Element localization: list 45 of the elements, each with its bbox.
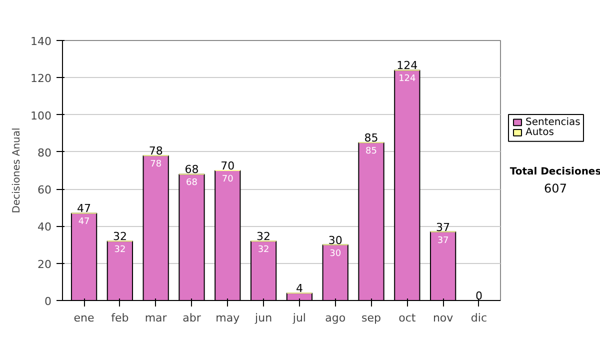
data-label: 124	[398, 74, 416, 84]
y-tick-label: 40	[38, 220, 52, 234]
total-label: 37	[436, 220, 450, 234]
y-tick-label: 80	[38, 146, 52, 160]
total-label: 4	[296, 282, 303, 296]
data-label: 85	[366, 146, 377, 157]
total-label: 32	[256, 230, 271, 244]
total-label: 124	[396, 59, 418, 72]
y-tick-label: 120	[30, 72, 52, 86]
x-tick-label: ago	[325, 312, 346, 324]
y-tick-label: 100	[30, 109, 52, 122]
total-label: 85	[364, 132, 378, 145]
y-tick-label: 60	[38, 184, 52, 197]
x-tick-label: oct	[398, 312, 416, 324]
data-label: 70	[222, 174, 234, 184]
data-label: 37	[437, 236, 449, 246]
data-label: 32	[114, 245, 126, 256]
data-label: 47	[78, 217, 90, 228]
y-tick-label: 20	[38, 258, 52, 271]
data-label: 30	[330, 248, 342, 259]
x-tick-label: abr	[182, 312, 202, 324]
text: 607	[544, 181, 567, 196]
x-tick-label: may	[216, 312, 240, 324]
x-tick-label: jun	[254, 312, 272, 324]
total-label: 70	[220, 160, 235, 172]
total-label: 68	[184, 163, 199, 176]
y-axis-title: Decisiones Anual	[12, 128, 23, 214]
y-tick-label: 140	[30, 35, 52, 48]
y-tick-label: 0	[44, 295, 52, 308]
data-label: 68	[186, 178, 198, 188]
total-label: 30	[328, 234, 342, 247]
x-tick-label: ene	[74, 312, 95, 324]
total-label: 47	[77, 202, 92, 216]
legend-label: Sentencias	[526, 116, 580, 128]
x-tick-label: nov	[432, 312, 454, 324]
x-tick-label: dic	[470, 312, 488, 324]
data-label: 32	[258, 245, 270, 256]
total-label: 78	[148, 144, 163, 158]
x-tick-label: jul	[292, 312, 306, 324]
x-tick-label: feb	[111, 312, 129, 324]
total-label: 32	[112, 230, 127, 244]
legend-label: Autos	[526, 127, 554, 138]
data-label: 78	[150, 160, 162, 170]
x-tick-label: sep	[362, 312, 382, 324]
x-tick-label: mar	[144, 312, 168, 324]
